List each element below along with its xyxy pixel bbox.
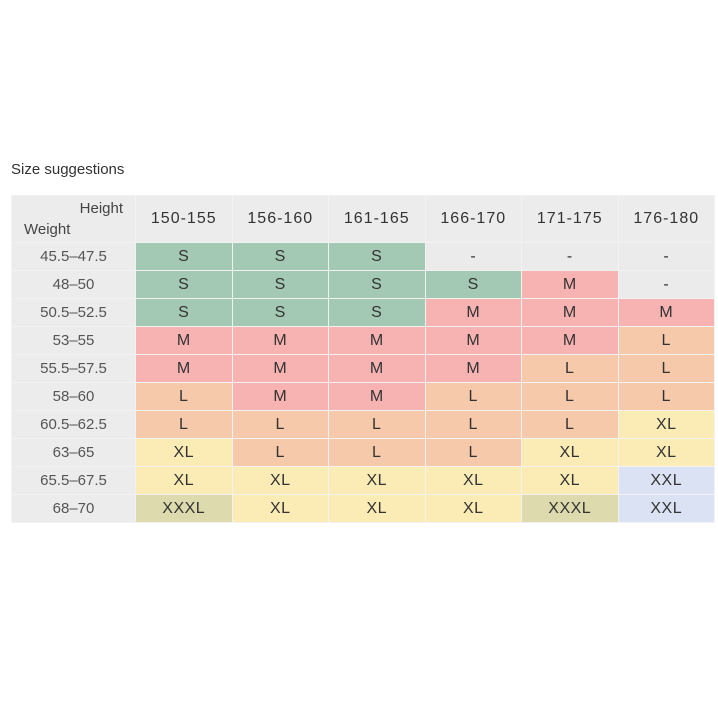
size-cell: - [617,242,715,271]
size-cell: - [424,242,522,271]
size-cell: XXXL [521,494,619,523]
size-cell: XXXL [135,494,233,523]
height-header: 150-155 [135,195,233,243]
size-cell: XXL [617,466,715,495]
size-cell: L [135,410,233,439]
table-row: 48–50 S S S S M - [11,270,715,299]
size-cell: M [521,326,619,355]
height-header: 176-180 [617,195,715,243]
size-cell: S [135,298,233,327]
table-row: 68–70 XXXL XL XL XL XXXL XXL [11,494,715,523]
size-cell: M [617,298,715,327]
size-cell: XL [328,494,426,523]
size-cell: M [521,298,619,327]
table-row: 53–55 M M M M M L [11,326,715,355]
size-cell: M [231,354,329,383]
height-header: 166-170 [424,195,522,243]
weight-axis-label: Weight [24,221,71,238]
size-cell: XL [135,438,233,467]
size-cell: L [521,410,619,439]
size-cell: S [328,242,426,271]
size-cell: M [424,298,522,327]
height-axis-label: Height [79,200,123,217]
size-cell: S [328,270,426,299]
height-header: 156-160 [231,195,329,243]
height-header: 171-175 [521,195,619,243]
weight-cell: 55.5–57.5 [11,354,136,383]
size-cell: M [328,326,426,355]
size-cell: S [135,270,233,299]
weight-cell: 58–60 [11,382,136,411]
size-cell: S [231,298,329,327]
size-cell: S [328,298,426,327]
size-cell: L [617,326,715,355]
size-cell: XL [424,466,522,495]
size-cell: S [135,242,233,271]
size-cell: M [424,354,522,383]
weight-cell: 60.5–62.5 [11,410,136,439]
size-cell: M [424,326,522,355]
size-cell: L [424,438,522,467]
size-cell: M [521,270,619,299]
table-body: 45.5–47.5 S S S - - -48–50 S S S S M -50.5–52.5 S S S M M… [11,242,715,523]
weight-cell: 63–65 [11,438,136,467]
weight-cell: 50.5–52.5 [11,298,136,327]
size-cell: M [231,326,329,355]
size-cell: - [617,270,715,299]
size-cell: S [231,242,329,271]
header-row: Height Weight 150-155 156-160 161-165 16… [11,195,715,243]
size-cell: XL [617,410,715,439]
size-cell: S [231,270,329,299]
table-row: 60.5–62.5 L L L L L XL [11,410,715,439]
size-cell: XL [424,494,522,523]
size-cell: XL [328,466,426,495]
size-cell: L [521,354,619,383]
size-cell: L [328,438,426,467]
height-header: 161-165 [328,195,426,243]
size-cell: L [617,354,715,383]
size-chart-table: Height Weight 150-155 156-160 161-165 16… [11,195,715,523]
table-row: 65.5–67.5 XL XL XL XL XL XXL [11,466,715,495]
size-cell: XL [231,494,329,523]
size-cell: XL [521,466,619,495]
size-cell: M [328,354,426,383]
size-cell: XL [617,438,715,467]
weight-cell: 68–70 [11,494,136,523]
size-cell: M [231,382,329,411]
size-cell: M [328,382,426,411]
size-cell: - [521,242,619,271]
size-cell: L [328,410,426,439]
size-cell: L [231,438,329,467]
corner-cell: Height Weight [11,195,136,243]
table-row: 63–65 XL L L L XL XL [11,438,715,467]
size-cell: M [135,326,233,355]
table-row: 45.5–47.5 S S S - - - [11,242,715,271]
weight-cell: 48–50 [11,270,136,299]
size-cell: M [135,354,233,383]
table-row: 55.5–57.5 M M M M L L [11,354,715,383]
size-cell: L [617,382,715,411]
table-row: 50.5–52.5 S S S M M M [11,298,715,327]
size-cell: L [521,382,619,411]
size-cell: XL [231,466,329,495]
size-cell: XL [135,466,233,495]
size-cell: L [424,382,522,411]
weight-cell: 53–55 [11,326,136,355]
page-title: Size suggestions [11,161,125,178]
size-cell: L [135,382,233,411]
weight-cell: 65.5–67.5 [11,466,136,495]
weight-cell: 45.5–47.5 [11,242,136,271]
size-cell: L [424,410,522,439]
size-cell: L [231,410,329,439]
size-cell: XXL [617,494,715,523]
table-row: 58–60 L M M L L L [11,382,715,411]
size-cell: XL [521,438,619,467]
size-cell: S [424,270,522,299]
